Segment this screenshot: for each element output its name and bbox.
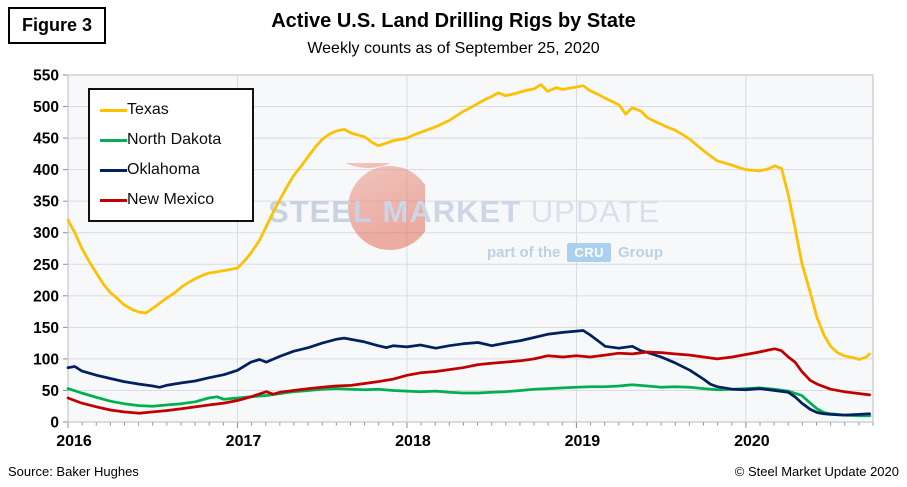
legend-item-texas: Texas: [100, 102, 252, 118]
x-tick-label: 2020: [734, 433, 770, 450]
y-tick-label: 400: [33, 162, 59, 179]
series-line-texas: [66, 83, 871, 361]
y-tick-label: 100: [33, 351, 59, 368]
series-line-new-mexico: [66, 347, 871, 415]
plot-border: [67, 74, 874, 423]
y-tick-label: 50: [42, 383, 59, 400]
y-tick-label: 350: [33, 194, 59, 211]
copyright-note: © Steel Market Update 2020: [734, 464, 899, 479]
y-tick-label: 200: [33, 288, 59, 305]
y-tick-label: 450: [33, 131, 59, 148]
figure-label-box: Figure 3: [8, 7, 106, 44]
y-tick-label: 550: [33, 68, 59, 85]
y-tick-label: 0: [50, 415, 59, 432]
x-tick-label: 2018: [395, 433, 431, 450]
chart-title: Active U.S. Land Drilling Rigs by State: [271, 10, 636, 32]
legend-label-texas: Texas: [127, 101, 169, 118]
legend-item-new-mexico: New Mexico: [100, 192, 252, 208]
oklahoma-line-swatch-icon: [100, 168, 127, 172]
texas-line-swatch-icon: [100, 108, 127, 112]
legend-item-north-dakota: North Dakota: [100, 132, 252, 148]
legend-label-north-dakota: North Dakota: [127, 131, 222, 148]
x-tick-label: 2019: [565, 433, 601, 450]
legend: Texas North Dakota Oklahoma New Mexico: [88, 88, 254, 222]
x-tick-label: 2017: [226, 433, 262, 450]
y-tick-label: 250: [33, 257, 59, 274]
north-dakota-line-swatch-icon: [100, 138, 127, 142]
series-line-oklahoma: [66, 329, 871, 417]
legend-label-new-mexico: New Mexico: [127, 191, 215, 208]
y-tick-label: 500: [33, 99, 59, 116]
y-tick-label: 300: [33, 225, 59, 242]
figure-label: Figure 3: [21, 15, 92, 35]
x-tick-label: 2016: [56, 433, 92, 450]
new-mexico-line-swatch-icon: [100, 198, 127, 202]
y-tick-label: 150: [33, 320, 59, 337]
chart-subtitle: Weekly counts as of September 25, 2020: [307, 40, 600, 57]
legend-item-oklahoma: Oklahoma: [100, 162, 252, 178]
source-note: Source: Baker Hughes: [8, 464, 139, 479]
legend-label-oklahoma: Oklahoma: [127, 161, 200, 178]
